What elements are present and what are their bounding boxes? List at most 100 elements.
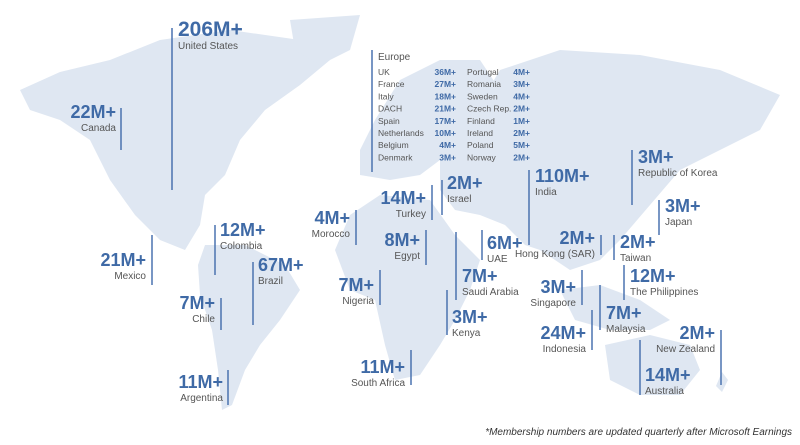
europe-country: Denmark bbox=[378, 152, 413, 162]
member-count: 3M+ bbox=[665, 196, 701, 216]
south-america bbox=[198, 245, 300, 410]
member-count: 2M+ bbox=[679, 323, 715, 343]
member-count: 12M+ bbox=[220, 220, 266, 240]
europe-country: France bbox=[378, 79, 405, 89]
member-count: 11M+ bbox=[178, 372, 223, 392]
europe-country: Belgium bbox=[378, 140, 409, 150]
member-count: 14M+ bbox=[645, 365, 691, 385]
country-name: Colombia bbox=[220, 241, 263, 252]
europe-panel: Europe UK 36M+ France 27M+ Italy 18M+ DACH 21M+ S… bbox=[371, 50, 530, 172]
europe-country: Ireland bbox=[467, 128, 493, 138]
member-count: 4M+ bbox=[314, 208, 350, 228]
europe-count: 5M+ bbox=[513, 140, 530, 150]
country-name: Nigeria bbox=[342, 296, 374, 307]
footnote: *Membership numbers are updated quarterl… bbox=[485, 427, 792, 438]
europe-count: 1M+ bbox=[513, 116, 530, 126]
country-name: UAE bbox=[487, 254, 508, 265]
country-name: Singapore bbox=[530, 298, 576, 309]
europe-count: 2M+ bbox=[513, 128, 530, 138]
north-america bbox=[20, 30, 330, 250]
country-name: Morocco bbox=[312, 229, 351, 240]
europe-title: Europe bbox=[378, 52, 411, 63]
member-count: 67M+ bbox=[258, 255, 304, 275]
country-name: South Africa bbox=[351, 378, 405, 389]
country-name: New Zealand bbox=[656, 344, 715, 355]
europe-country: Netherlands bbox=[378, 128, 424, 138]
europe-country: DACH bbox=[378, 104, 402, 114]
asia bbox=[440, 50, 780, 270]
country-name: Australia bbox=[645, 386, 684, 397]
country-name: Canada bbox=[81, 123, 116, 134]
europe-country: Norway bbox=[467, 152, 497, 162]
europe-count: 10M+ bbox=[435, 128, 457, 138]
member-count: 22M+ bbox=[70, 102, 116, 122]
country-name: Chile bbox=[192, 314, 215, 325]
country-name: Kenya bbox=[452, 328, 481, 339]
country-name: Hong Kong (SAR) bbox=[515, 249, 595, 260]
member-count: 8M+ bbox=[384, 230, 420, 250]
australia bbox=[605, 335, 700, 395]
europe-country: Sweden bbox=[467, 91, 498, 101]
country-name: Republic of Korea bbox=[638, 168, 718, 179]
europe-count: 17M+ bbox=[435, 116, 457, 126]
member-count: 206M+ bbox=[178, 18, 243, 41]
member-count: 110M+ bbox=[535, 166, 590, 186]
country-name: Mexico bbox=[114, 271, 146, 282]
europe-count: 36M+ bbox=[435, 67, 457, 77]
member-count: 2M+ bbox=[447, 173, 483, 193]
member-count: 3M+ bbox=[638, 147, 674, 167]
member-count: 11M+ bbox=[360, 357, 405, 377]
member-count: 2M+ bbox=[620, 232, 656, 252]
country-name: United States bbox=[178, 41, 238, 52]
member-count: 12M+ bbox=[630, 266, 676, 286]
europe-country: Italy bbox=[378, 91, 394, 101]
member-count: 7M+ bbox=[338, 275, 374, 295]
europe-country: Spain bbox=[378, 116, 400, 126]
country-name: Malaysia bbox=[606, 324, 646, 335]
europe-country: Romania bbox=[467, 79, 501, 89]
new-zealand bbox=[716, 372, 728, 392]
greenland bbox=[290, 15, 360, 65]
member-count: 7M+ bbox=[606, 303, 642, 323]
country-name: Taiwan bbox=[620, 253, 651, 264]
europe-count: 27M+ bbox=[435, 79, 457, 89]
southeast-asia bbox=[560, 285, 670, 330]
europe-country: Finland bbox=[467, 116, 495, 126]
europe-country: Czech Rep. bbox=[467, 104, 511, 114]
member-count: 2M+ bbox=[559, 228, 595, 248]
europe-count: 3M+ bbox=[513, 79, 530, 89]
member-count: 7M+ bbox=[462, 266, 498, 286]
country-name: Brazil bbox=[258, 276, 283, 287]
europe-count: 2M+ bbox=[513, 104, 530, 114]
country-labels: 206M+United States22M+Canada12M+Colombia… bbox=[70, 18, 722, 405]
country-name: Israel bbox=[447, 194, 471, 205]
member-count: 6M+ bbox=[487, 233, 523, 253]
europe-count: 4M+ bbox=[513, 91, 530, 101]
member-count: 14M+ bbox=[380, 188, 426, 208]
africa bbox=[335, 195, 480, 380]
member-count: 24M+ bbox=[540, 323, 586, 343]
europe-count: 4M+ bbox=[513, 67, 530, 77]
country-name: Argentina bbox=[180, 393, 223, 404]
continents bbox=[20, 15, 780, 410]
europe-count: 2M+ bbox=[513, 152, 530, 162]
europe-country: Poland bbox=[467, 140, 494, 150]
country-name: India bbox=[535, 187, 557, 198]
country-name: Turkey bbox=[396, 209, 426, 220]
country-name: Saudi Arabia bbox=[462, 287, 519, 298]
europe-count: 18M+ bbox=[435, 91, 457, 101]
europe-country: UK bbox=[378, 67, 390, 77]
country-name: The Philippines bbox=[630, 287, 698, 298]
country-name: Japan bbox=[665, 217, 692, 228]
europe-count: 4M+ bbox=[439, 140, 456, 150]
member-count: 3M+ bbox=[540, 277, 576, 297]
europe-count: 21M+ bbox=[435, 104, 457, 114]
europe-count: 3M+ bbox=[439, 152, 456, 162]
member-count: 3M+ bbox=[452, 307, 488, 327]
country-name: Egypt bbox=[394, 251, 420, 262]
member-count: 7M+ bbox=[179, 293, 215, 313]
country-name: Indonesia bbox=[543, 344, 587, 355]
member-count: 21M+ bbox=[100, 250, 146, 270]
europe bbox=[360, 60, 500, 180]
